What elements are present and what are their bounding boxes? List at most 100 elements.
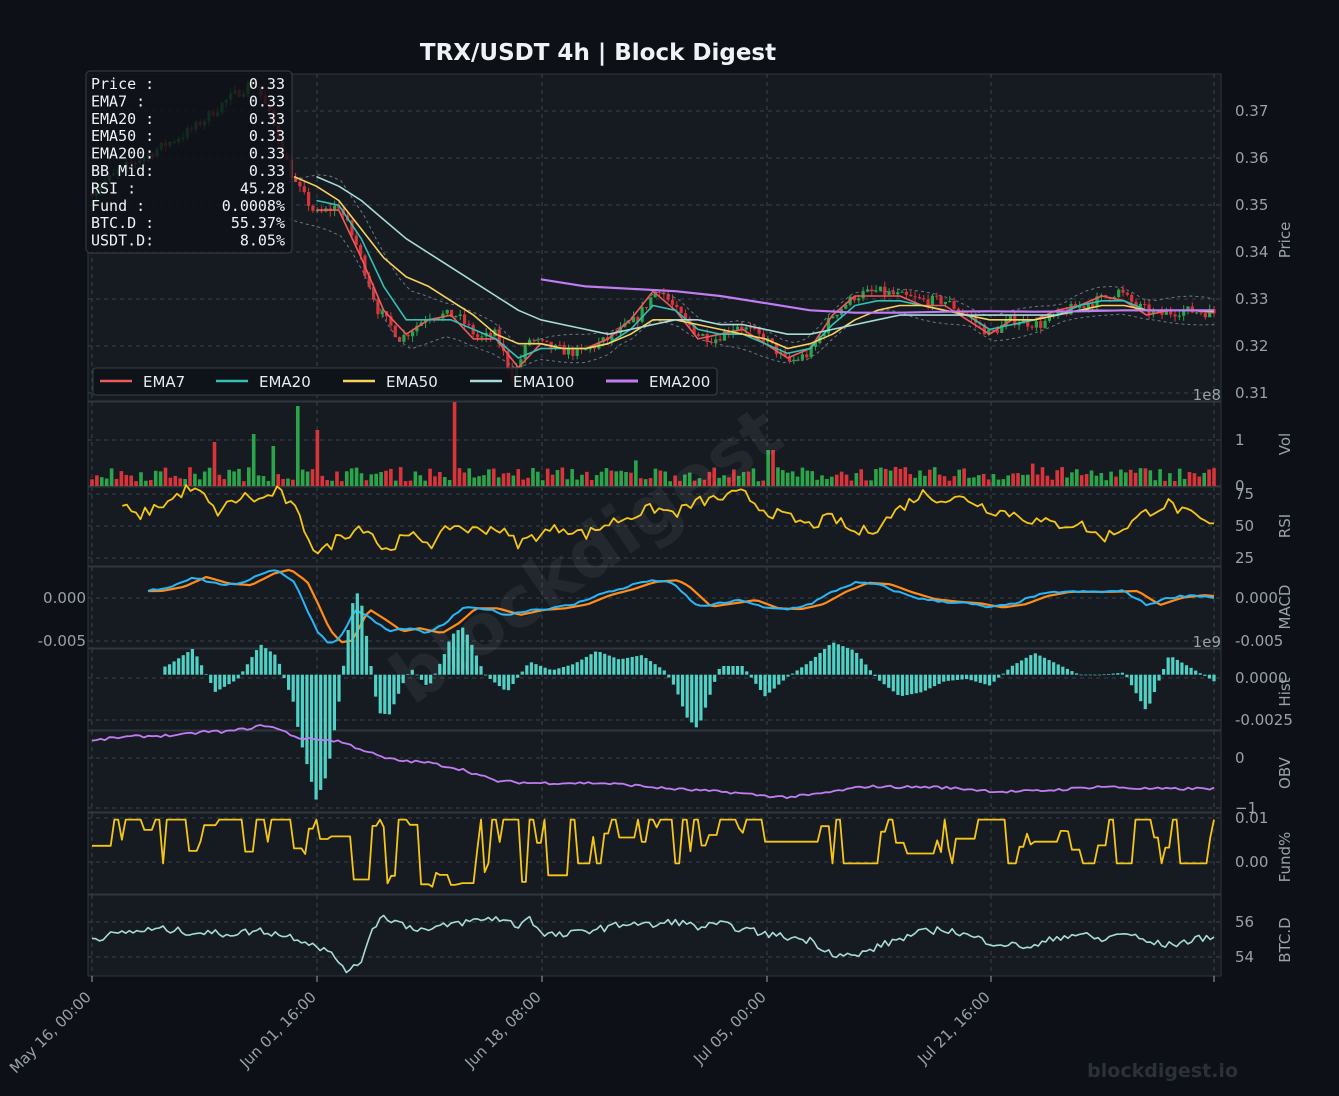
histogram-bar	[758, 674, 763, 691]
y-tick-label: 0.34	[1235, 243, 1268, 261]
volume-bar	[1070, 472, 1074, 486]
histogram-bar	[1019, 660, 1024, 675]
volume-bar	[658, 470, 663, 486]
macd-line	[147, 569, 1215, 644]
histogram-bar	[1166, 657, 1170, 675]
candle-body	[536, 339, 540, 341]
histogram-bar	[236, 674, 240, 679]
histogram-bar	[250, 657, 254, 675]
volume-bar	[217, 474, 222, 486]
volume-bar	[741, 472, 746, 486]
volume-bar	[761, 480, 766, 486]
candle-body	[1013, 316, 1017, 326]
histogram-bar	[983, 674, 987, 685]
histogram-bar	[680, 674, 685, 707]
volume-bar	[560, 467, 565, 486]
histogram-bar	[648, 661, 653, 675]
histogram-bar	[731, 665, 735, 675]
volume-bar	[932, 467, 937, 486]
histogram-bar	[195, 656, 199, 675]
volume-bar	[526, 477, 530, 486]
candle-body	[1086, 304, 1090, 308]
histogram-bar	[932, 674, 937, 687]
volume-bar	[653, 468, 658, 486]
histogram-bar	[493, 674, 497, 683]
info-label: EMA50 :	[91, 127, 154, 145]
info-value: 0.33	[249, 92, 285, 110]
volume-bar	[702, 479, 707, 486]
volume-bar	[139, 472, 143, 486]
histogram-bar	[937, 674, 941, 684]
volume-bar	[246, 467, 251, 486]
histogram-bar	[479, 666, 483, 675]
histogram-bar	[575, 662, 579, 675]
volume-bar	[589, 479, 594, 486]
histogram-bar	[896, 674, 900, 695]
volume-bar	[506, 472, 511, 486]
candle-body	[523, 344, 527, 360]
candle-body	[1078, 305, 1082, 309]
volume-bar	[825, 478, 829, 486]
histogram-bar	[1180, 662, 1184, 675]
volume-bar	[795, 476, 800, 486]
candle-body	[701, 334, 705, 336]
candle-body	[1182, 310, 1186, 316]
volume-bar	[697, 478, 702, 486]
volume-bar	[1168, 473, 1172, 486]
candle-body	[922, 298, 926, 300]
candle-body	[1047, 315, 1051, 321]
histogram-bar	[456, 630, 460, 675]
volume-bar	[95, 475, 99, 486]
candle-body	[722, 331, 727, 341]
volume-bar	[771, 450, 775, 486]
volume-bar	[751, 468, 756, 486]
histogram-bar	[1052, 662, 1056, 675]
histogram-bar	[419, 674, 424, 680]
ema-line-ema100	[316, 175, 1214, 335]
y-tick-label: −1	[1235, 799, 1257, 817]
histogram-bar	[314, 674, 318, 800]
candle-body	[718, 339, 722, 341]
volume-bar	[1138, 468, 1143, 486]
info-value: 45.28	[240, 179, 285, 197]
histogram-bar	[254, 650, 259, 675]
y-tick-label: 0.31	[1235, 384, 1268, 402]
candle-body	[1026, 319, 1030, 327]
histogram-bar	[850, 649, 854, 675]
volume-bar	[864, 480, 868, 486]
histogram-bar	[887, 674, 891, 688]
histogram-bar	[1194, 670, 1198, 675]
histogram-bar	[1084, 674, 1088, 676]
volume-bar	[325, 480, 329, 486]
candle-body	[458, 314, 462, 316]
histogram-bar	[401, 674, 405, 684]
volume-bar	[482, 475, 486, 486]
volume-bar	[854, 473, 859, 486]
volume-bar	[300, 469, 305, 486]
histogram-bar	[1162, 669, 1166, 675]
info-box-frame	[85, 70, 293, 254]
candle-body	[1160, 310, 1164, 315]
volume-bar	[227, 469, 231, 486]
histogram-bar	[800, 667, 804, 675]
candle-body	[1177, 315, 1181, 317]
volume-bar	[315, 430, 320, 486]
candle-body	[844, 304, 848, 309]
histogram-bar	[671, 674, 676, 685]
candle-body	[1203, 313, 1207, 318]
volume-bar	[1006, 475, 1011, 486]
volume-bar	[1187, 472, 1192, 486]
info-value: 0.33	[249, 75, 285, 93]
panel-fund	[87, 812, 1222, 895]
histogram-bar	[204, 674, 208, 675]
volume-bar	[1212, 468, 1216, 486]
volume-bar	[766, 450, 770, 486]
volume-bar	[981, 473, 986, 486]
candle-body	[1164, 311, 1168, 315]
histogram-bar	[1184, 665, 1189, 675]
histogram-bar	[502, 674, 506, 690]
volume-bar	[977, 475, 981, 486]
volume-bar	[643, 479, 648, 486]
histogram-bar	[749, 674, 753, 678]
